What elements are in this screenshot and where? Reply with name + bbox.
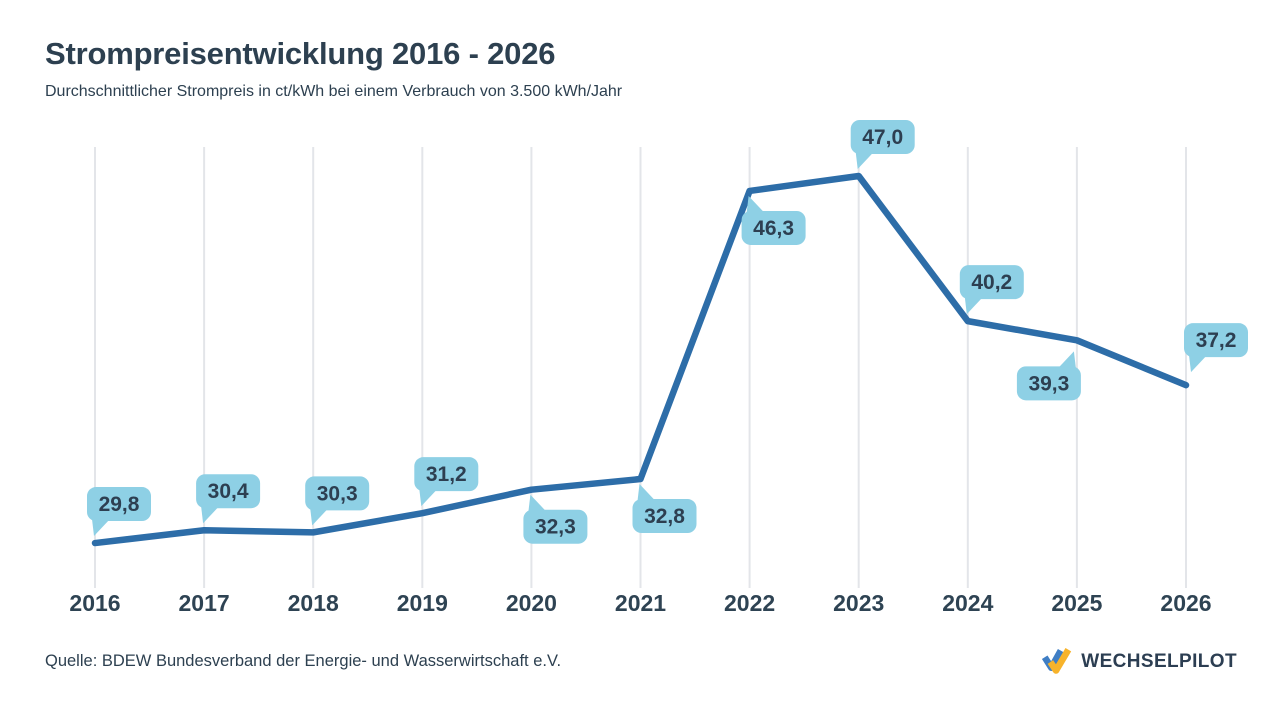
data-label-bubble (959, 265, 1024, 300)
data-label-tail (310, 508, 329, 526)
brand-logo: WECHSELPILOT (1040, 645, 1237, 679)
chart-subtitle: Durchschnittlicher Strompreis in ct/kWh … (45, 83, 623, 100)
data-label-value: 29,8 (99, 493, 140, 516)
chart-header: Strompreisentwicklung 2016 - 2026 Durchs… (45, 36, 622, 101)
data-label-value: 32,8 (644, 505, 685, 528)
data-label-bubble (196, 474, 261, 509)
data-label-value: 47,0 (862, 126, 903, 149)
data-label-tail (1189, 355, 1207, 373)
x-axis-label: 2018 (288, 590, 339, 616)
data-label-value: 30,3 (317, 482, 358, 505)
data-label-bubble (305, 476, 370, 511)
data-label-value: 30,4 (208, 480, 249, 503)
price-line (91, 172, 1190, 547)
x-axis-label: 2026 (1160, 590, 1211, 616)
x-axis-label: 2016 (69, 590, 120, 616)
x-axis-label: 2020 (506, 590, 557, 616)
data-label-value: 40,2 (971, 271, 1012, 294)
data-label-bubble (741, 210, 806, 245)
brand-name: WECHSELPILOT (1081, 651, 1237, 672)
x-axis-label: 2017 (179, 590, 230, 616)
data-label-value: 31,2 (426, 463, 467, 486)
data-label-value: 32,3 (535, 516, 576, 539)
data-label-bubble (632, 499, 697, 534)
data-label-bubble (1184, 323, 1248, 358)
data-label-bubble (1016, 366, 1081, 401)
data-label-bubble (87, 487, 151, 522)
data-label-tail (637, 484, 656, 502)
data-label-value: 39,3 (1028, 372, 1069, 395)
data-label-tail (528, 494, 547, 512)
data-label-tail (855, 152, 874, 169)
data-label-value: 46,3 (753, 217, 794, 240)
data-label-bubble (850, 120, 915, 154)
data-label-bubble (414, 457, 479, 492)
checkmark-logo-icon (1042, 648, 1072, 674)
data-label-tail (201, 506, 220, 524)
data-label-tail (92, 519, 110, 537)
x-axis-label: 2021 (615, 590, 666, 616)
x-axis-label: 2019 (397, 590, 448, 616)
data-label-tail (746, 195, 765, 213)
x-axis-label: 2022 (724, 590, 775, 616)
data-label-tail (964, 297, 983, 315)
data-label-value: 37,2 (1196, 329, 1237, 352)
data-label-tail (419, 489, 438, 507)
x-axis-label: 2023 (833, 590, 884, 616)
source-note: Quelle: BDEW Bundesverband der Energie- … (45, 652, 562, 670)
data-label-tail (1057, 351, 1076, 369)
x-axis-label: 2025 (1051, 590, 1102, 616)
x-axis-label: 2024 (942, 590, 993, 616)
chart-title: Strompreisentwicklung 2016 - 2026 (45, 36, 556, 71)
data-label-bubble (523, 509, 588, 544)
